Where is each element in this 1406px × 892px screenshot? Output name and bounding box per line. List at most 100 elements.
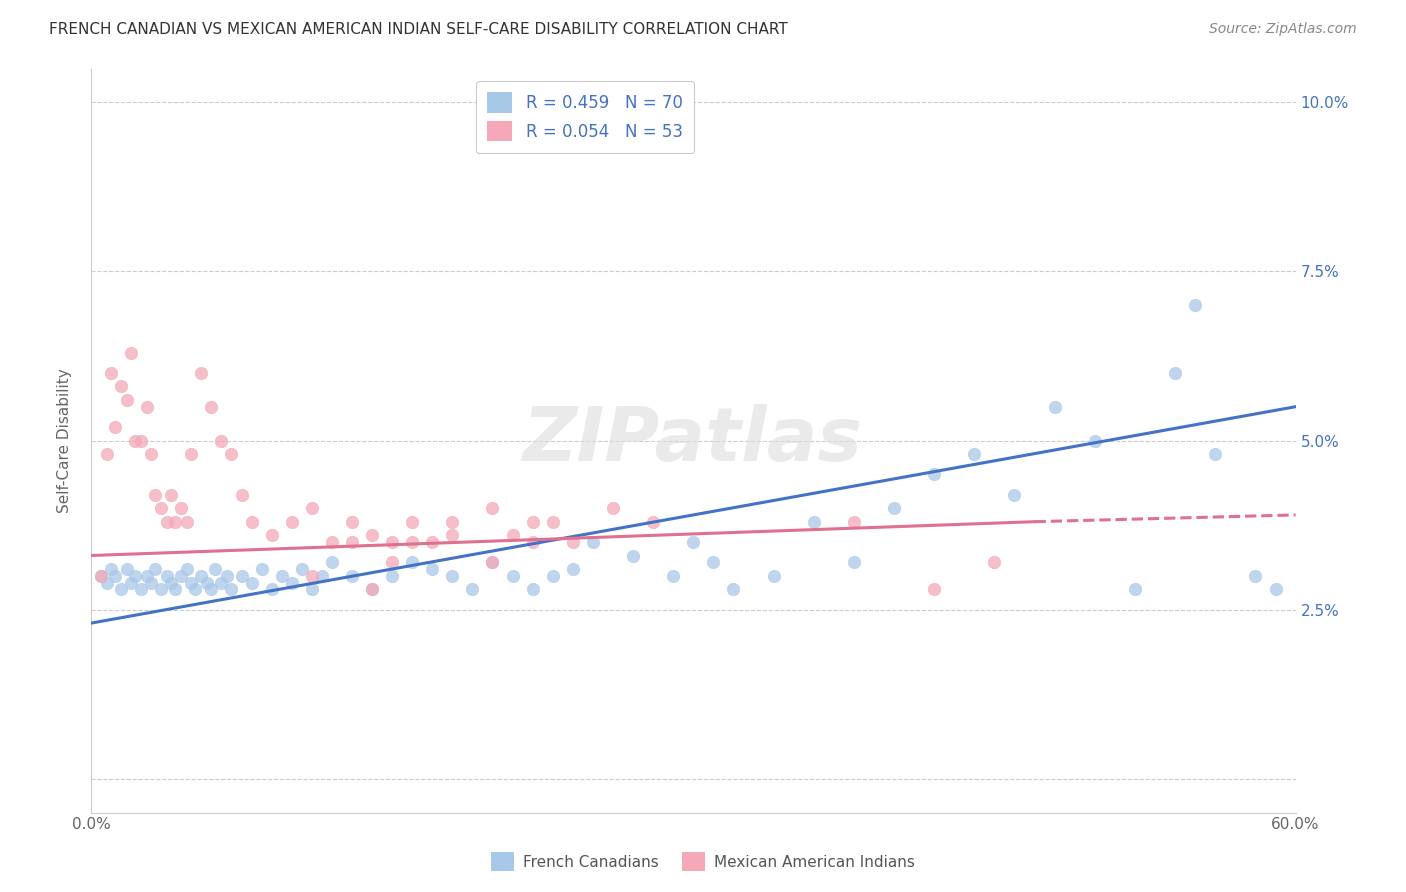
Point: [340, 515, 363, 529]
Point: [100, 366, 122, 380]
Point: [1184, 298, 1206, 312]
Point: [541, 569, 564, 583]
Point: [231, 488, 253, 502]
Point: [176, 562, 198, 576]
Point: [461, 582, 484, 597]
Point: [184, 582, 207, 597]
Point: [301, 569, 323, 583]
Point: [621, 549, 644, 563]
Point: [136, 400, 159, 414]
Point: [96, 575, 118, 590]
Y-axis label: Self-Care Disability: Self-Care Disability: [58, 368, 72, 513]
Point: [842, 555, 865, 569]
Point: [115, 392, 138, 407]
Point: [441, 569, 464, 583]
Point: [803, 515, 825, 529]
Point: [321, 555, 343, 569]
Point: [381, 569, 404, 583]
Point: [1043, 400, 1066, 414]
Point: [190, 366, 212, 380]
Point: [963, 447, 986, 461]
Point: [291, 562, 314, 576]
Point: [643, 515, 665, 529]
Point: [165, 515, 187, 529]
Point: [150, 582, 173, 597]
Legend: R = 0.459   N = 70, R = 0.054   N = 53: R = 0.459 N = 70, R = 0.054 N = 53: [475, 80, 695, 153]
Point: [502, 528, 524, 542]
Point: [104, 569, 127, 583]
Point: [301, 501, 323, 516]
Text: Source: ZipAtlas.com: Source: ZipAtlas.com: [1209, 22, 1357, 37]
Point: [260, 582, 283, 597]
Point: [204, 562, 226, 576]
Point: [209, 575, 232, 590]
Point: [340, 535, 363, 549]
Point: [602, 501, 624, 516]
Point: [1204, 447, 1226, 461]
Point: [361, 582, 384, 597]
Point: [124, 569, 146, 583]
Point: [143, 488, 166, 502]
Point: [200, 400, 222, 414]
Point: [702, 555, 724, 569]
Point: [160, 488, 183, 502]
Point: [541, 515, 564, 529]
Point: [280, 575, 302, 590]
Point: [270, 569, 292, 583]
Point: [280, 515, 302, 529]
Point: [96, 447, 118, 461]
Point: [150, 501, 173, 516]
Point: [340, 569, 363, 583]
Point: [156, 515, 179, 529]
Point: [104, 420, 127, 434]
Point: [217, 569, 239, 583]
Point: [200, 582, 222, 597]
Point: [522, 582, 544, 597]
Point: [401, 515, 423, 529]
Point: [141, 575, 163, 590]
Point: [260, 528, 283, 542]
Point: [561, 535, 583, 549]
Point: [883, 501, 905, 516]
Point: [120, 575, 142, 590]
Point: [723, 582, 745, 597]
Point: [170, 569, 193, 583]
Point: [190, 569, 212, 583]
Point: [502, 569, 524, 583]
Point: [250, 562, 273, 576]
Point: [561, 562, 583, 576]
Point: [401, 555, 423, 569]
Point: [124, 434, 146, 448]
Point: [156, 569, 179, 583]
Point: [120, 345, 142, 359]
Point: [381, 535, 404, 549]
Point: [231, 569, 253, 583]
Point: [420, 535, 443, 549]
Point: [682, 535, 704, 549]
Point: [762, 569, 785, 583]
Point: [301, 582, 323, 597]
Point: [1264, 582, 1286, 597]
Point: [176, 515, 198, 529]
Point: [361, 528, 384, 542]
Point: [110, 582, 132, 597]
Point: [180, 447, 202, 461]
Point: [170, 501, 193, 516]
Legend: French Canadians, Mexican American Indians: French Canadians, Mexican American India…: [485, 847, 921, 877]
Point: [420, 562, 443, 576]
Point: [842, 515, 865, 529]
Point: [582, 535, 605, 549]
Point: [129, 582, 152, 597]
Point: [441, 528, 464, 542]
Point: [522, 515, 544, 529]
Point: [1123, 582, 1146, 597]
Point: [381, 555, 404, 569]
Point: [662, 569, 685, 583]
Point: [311, 569, 333, 583]
Point: [90, 569, 112, 583]
Point: [240, 515, 263, 529]
Point: [401, 535, 423, 549]
Point: [321, 535, 343, 549]
Point: [1084, 434, 1107, 448]
Point: [115, 562, 138, 576]
